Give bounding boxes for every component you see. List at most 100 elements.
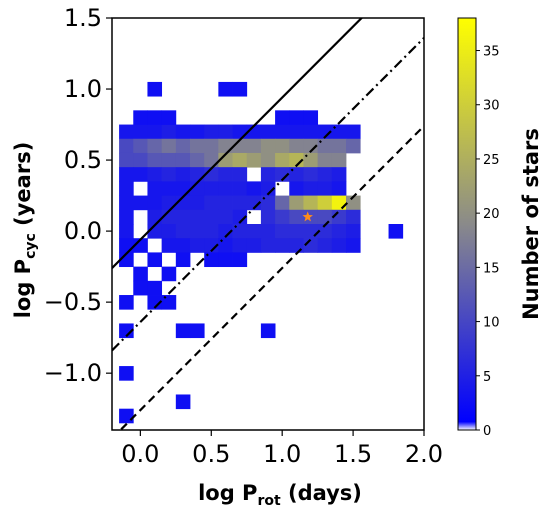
heatmap-cell-123: [303, 224, 319, 239]
heatmap-cell-29: [289, 138, 304, 154]
heatmap-cell-31: [317, 138, 333, 154]
colorbar-tick-label: 0: [483, 424, 491, 439]
heatmap-cell-64: [331, 167, 347, 182]
heatmap-cell-8: [232, 124, 248, 140]
heatmap-cell-128: [119, 238, 134, 253]
heatmap-cell-94: [331, 195, 347, 211]
heatmap-cell-26: [246, 138, 262, 154]
reference-line-dashed: [118, 125, 424, 430]
y-axis-label: log Pcyc (years): [11, 142, 39, 319]
heatmap-cell-130: [161, 238, 177, 253]
heatmap-cell-92: [303, 195, 319, 211]
heatmap-cell-24: [218, 138, 233, 154]
heatmap-cell-143: [346, 238, 361, 253]
heatmap-cell-147: [204, 252, 219, 268]
heatmap-cell-28: [275, 138, 290, 154]
heatmap-cell-97: [147, 209, 163, 225]
heatmap-cell-78: [331, 181, 347, 196]
heatmap-cell-158: [175, 323, 191, 339]
heatmap-cell-106: [289, 209, 304, 225]
heatmap-cell-101: [204, 209, 219, 225]
heatmap-cell-74: [260, 181, 276, 196]
heatmap-cell-81: [147, 195, 163, 211]
heatmap-cell-12: [289, 124, 304, 140]
heatmap-cell-34: [119, 152, 134, 168]
heatmap-cell-84: [190, 195, 205, 211]
heatmap-cell-82: [161, 195, 177, 211]
heatmap-cell-11: [275, 124, 290, 140]
heatmap-cell-48: [317, 152, 333, 168]
y-tick-label: 0.0: [64, 217, 102, 245]
markers: [302, 211, 313, 222]
reference-lines: [112, 18, 424, 430]
heatmap-cell-113: [161, 224, 177, 239]
heatmap-cell-110: [346, 209, 361, 225]
heatmap-cell-42: [232, 152, 248, 168]
heatmap-cell-68: [175, 181, 191, 196]
heatmap-cell-171: [289, 110, 304, 125]
heatmap-cell-142: [331, 238, 347, 253]
heatmap-cell-70: [204, 181, 219, 196]
heatmap-cell-72: [232, 181, 248, 196]
heatmap-cell-170: [275, 110, 290, 125]
heatmap-cell-30: [303, 138, 319, 154]
colorbar-tick-label: 15: [483, 261, 500, 276]
heatmap-cell-120: [260, 224, 276, 239]
x-tick-label: 1.5: [334, 440, 372, 468]
reference-line-solid: [112, 18, 364, 269]
y-tick-label: −0.5: [44, 288, 102, 316]
heatmap-cell-139: [289, 238, 304, 253]
heatmap-cell-90: [275, 195, 290, 211]
heatmap-cell-53: [161, 167, 177, 182]
heatmap-cell-35: [133, 152, 148, 168]
heatmap-cell-161: [119, 366, 134, 381]
heatmap-cell-159: [190, 323, 205, 339]
heatmap-cell-18: [133, 138, 148, 154]
heatmap-cell-23: [204, 138, 219, 154]
heatmap-cell-119: [246, 224, 262, 239]
x-axis-ticks: 0.0 0.5 1.0 1.5 2.0: [121, 430, 443, 468]
heatmap-cell-50: [119, 167, 134, 182]
heatmap-cell-67: [161, 181, 177, 196]
heatmap-cell-76: [303, 181, 319, 196]
heatmap-cell-155: [147, 295, 163, 310]
heatmap-cell-125: [331, 224, 347, 239]
heatmap-cell-59: [260, 167, 276, 182]
heatmap-cell-65: [119, 181, 134, 196]
heatmap-cell-148: [218, 252, 233, 268]
heatmap-cell-114: [175, 224, 191, 239]
heatmap-cell-61: [289, 167, 304, 182]
heatmap-cell-172: [303, 110, 319, 125]
heatmap-cell-58: [232, 167, 248, 182]
heatmap-cell-93: [317, 195, 333, 211]
heatmap-cell-165: [218, 81, 233, 97]
heatmap-cell-37: [161, 152, 177, 168]
heatmap-cell-62: [303, 167, 319, 182]
heatmap-cell-45: [275, 152, 290, 168]
x-tick-label: 0.0: [121, 440, 159, 468]
heatmap-cell-124: [317, 224, 333, 239]
heatmap-cell-5: [190, 124, 205, 140]
heatmap-cell-135: [232, 238, 248, 253]
heatmap-cell-146: [175, 252, 191, 268]
y-tick-label: 1.5: [64, 4, 102, 32]
heatmap-cell-75: [289, 181, 304, 196]
heatmap-cell-71: [218, 181, 233, 196]
heatmap-cell-27: [260, 138, 276, 154]
heatmap-cell-169: [161, 110, 177, 125]
colorbar-tick-label: 35: [483, 45, 500, 60]
heatmap-cell-95: [346, 195, 361, 211]
heatmap-cell-46: [289, 152, 304, 168]
heatmap-cell-108: [317, 209, 333, 225]
heatmap-cell-134: [218, 238, 233, 253]
heatmap-cell-3: [161, 124, 177, 140]
star-marker: [302, 211, 313, 222]
heatmap-cell-89: [260, 195, 276, 211]
heatmap-cell-121: [275, 224, 290, 239]
heatmap-cell-19: [147, 138, 163, 154]
heatmap-cell-154: [119, 295, 134, 310]
heatmap-cells: [119, 81, 404, 424]
heatmap-cell-73: [246, 181, 262, 196]
heatmap-cell-22: [190, 138, 205, 154]
